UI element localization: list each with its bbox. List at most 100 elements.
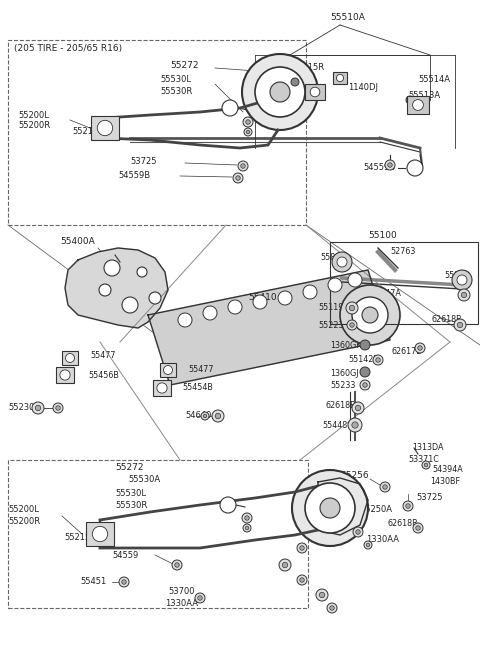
Circle shape <box>403 501 413 511</box>
Bar <box>91 116 119 140</box>
Text: 1360GJ: 1360GJ <box>330 368 359 378</box>
Circle shape <box>291 78 299 86</box>
Circle shape <box>300 578 304 582</box>
Text: A: A <box>412 164 418 172</box>
Circle shape <box>104 260 120 276</box>
Circle shape <box>422 461 430 469</box>
Text: 62618B: 62618B <box>326 401 357 409</box>
Circle shape <box>149 292 161 304</box>
Text: 55888: 55888 <box>444 271 469 280</box>
Text: 55510A: 55510A <box>330 13 365 22</box>
Text: 55477: 55477 <box>188 366 214 374</box>
Circle shape <box>349 306 355 311</box>
Circle shape <box>454 319 466 331</box>
Circle shape <box>310 87 320 97</box>
Text: 55119A: 55119A <box>318 304 349 312</box>
Text: 53700: 53700 <box>336 523 362 533</box>
Bar <box>305 84 325 100</box>
Text: 53371C: 53371C <box>408 455 439 465</box>
Circle shape <box>373 355 383 365</box>
Circle shape <box>327 603 337 613</box>
Text: 54559B: 54559B <box>363 164 395 172</box>
Circle shape <box>363 383 367 387</box>
Text: 55347A: 55347A <box>370 290 401 298</box>
Circle shape <box>413 523 423 533</box>
Circle shape <box>244 128 252 136</box>
Circle shape <box>356 530 360 534</box>
Text: 55200L: 55200L <box>18 110 49 119</box>
Circle shape <box>352 422 358 428</box>
Circle shape <box>458 289 470 301</box>
Polygon shape <box>318 478 368 535</box>
Text: 55515R: 55515R <box>292 63 324 71</box>
Circle shape <box>407 160 423 176</box>
Text: 54559B: 54559B <box>118 170 150 180</box>
Text: A: A <box>226 500 230 510</box>
Text: 55530R: 55530R <box>115 500 147 510</box>
Bar <box>86 522 114 546</box>
Circle shape <box>164 366 172 374</box>
Circle shape <box>203 414 207 418</box>
Circle shape <box>36 405 41 411</box>
Bar <box>330 242 478 324</box>
Circle shape <box>220 497 236 513</box>
Circle shape <box>245 515 249 520</box>
Bar <box>160 363 176 377</box>
Circle shape <box>245 526 249 530</box>
Circle shape <box>346 302 358 314</box>
Circle shape <box>99 284 111 296</box>
Circle shape <box>203 306 217 320</box>
Text: 55451: 55451 <box>80 578 106 587</box>
Text: 55513A: 55513A <box>278 75 310 84</box>
Circle shape <box>413 100 423 110</box>
Circle shape <box>461 292 467 298</box>
Circle shape <box>246 130 250 134</box>
Text: 55230B: 55230B <box>8 403 40 412</box>
Bar <box>407 96 429 114</box>
Text: 1330AA: 1330AA <box>366 535 399 544</box>
Polygon shape <box>148 270 390 385</box>
Circle shape <box>122 579 126 584</box>
Text: 55200R: 55200R <box>18 121 50 131</box>
Circle shape <box>303 285 317 299</box>
Circle shape <box>350 323 354 327</box>
Circle shape <box>320 498 340 518</box>
Circle shape <box>32 402 44 414</box>
Circle shape <box>418 346 422 350</box>
Circle shape <box>316 589 328 601</box>
Circle shape <box>297 575 307 585</box>
Text: 55233: 55233 <box>330 381 355 391</box>
Circle shape <box>364 541 372 549</box>
Circle shape <box>233 173 243 183</box>
Text: 55223: 55223 <box>318 321 344 329</box>
Circle shape <box>270 82 290 102</box>
Text: (205 TIRE - 205/65 R16): (205 TIRE - 205/65 R16) <box>14 44 122 53</box>
Text: 55477: 55477 <box>90 352 116 360</box>
Circle shape <box>137 267 147 277</box>
Circle shape <box>97 120 113 136</box>
Circle shape <box>216 413 221 418</box>
Bar <box>333 72 347 84</box>
Text: 55215A: 55215A <box>64 533 96 543</box>
Text: 54559: 54559 <box>112 550 138 560</box>
Circle shape <box>330 606 334 610</box>
Circle shape <box>337 257 347 267</box>
Text: 55514A: 55514A <box>418 75 450 84</box>
Text: 52763: 52763 <box>390 248 415 257</box>
Circle shape <box>222 100 238 116</box>
Text: 55142E: 55142E <box>348 356 378 364</box>
Bar <box>8 460 308 608</box>
Circle shape <box>242 54 318 130</box>
Text: 1430BF: 1430BF <box>430 477 460 486</box>
Bar <box>62 351 78 365</box>
Text: 55410: 55410 <box>248 294 276 302</box>
Circle shape <box>347 320 357 330</box>
Text: 54640: 54640 <box>185 411 211 420</box>
Circle shape <box>172 560 182 570</box>
Circle shape <box>457 275 467 285</box>
Circle shape <box>406 504 410 508</box>
Circle shape <box>336 75 344 82</box>
Circle shape <box>360 340 370 350</box>
Circle shape <box>238 161 248 171</box>
Text: 53725: 53725 <box>130 158 156 166</box>
